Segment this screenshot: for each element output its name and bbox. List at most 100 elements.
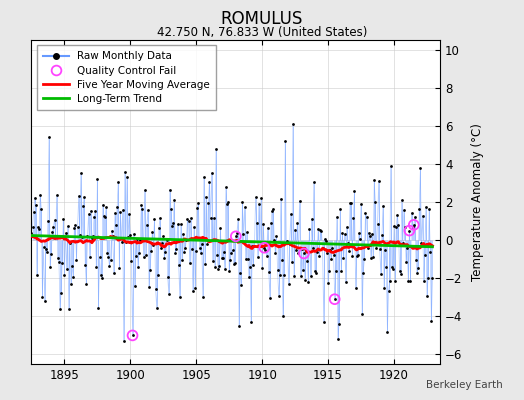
- Point: [322, 238, 330, 245]
- Point: [112, 222, 120, 228]
- Point: [242, 256, 250, 262]
- Point: [217, 255, 226, 261]
- Point: [40, 298, 49, 304]
- Point: [232, 233, 240, 240]
- Point: [203, 241, 211, 247]
- Point: [364, 245, 372, 252]
- Point: [344, 239, 352, 246]
- Point: [204, 200, 213, 206]
- Point: [412, 256, 420, 263]
- Point: [243, 229, 251, 235]
- Point: [308, 216, 316, 222]
- Point: [416, 164, 424, 171]
- Point: [46, 264, 54, 270]
- Point: [26, 190, 35, 196]
- Point: [257, 195, 265, 202]
- Point: [168, 222, 176, 229]
- Point: [332, 268, 340, 275]
- Point: [49, 224, 58, 230]
- Point: [108, 233, 117, 240]
- Point: [380, 285, 388, 292]
- Point: [173, 221, 182, 228]
- Point: [188, 246, 196, 252]
- Point: [365, 230, 373, 236]
- Point: [107, 228, 116, 234]
- Point: [94, 304, 103, 311]
- Point: [285, 281, 293, 288]
- Point: [162, 237, 171, 243]
- Point: [286, 240, 294, 247]
- Point: [342, 279, 350, 285]
- Point: [238, 199, 247, 205]
- Point: [360, 256, 368, 263]
- Point: [20, 238, 29, 245]
- Point: [267, 220, 275, 226]
- Point: [269, 205, 277, 212]
- Point: [376, 246, 384, 253]
- Point: [114, 179, 123, 186]
- Point: [314, 226, 322, 232]
- Point: [86, 208, 95, 214]
- Point: [259, 220, 267, 227]
- Point: [182, 237, 191, 244]
- Point: [371, 199, 379, 206]
- Point: [161, 249, 170, 255]
- Point: [183, 216, 192, 222]
- Point: [347, 200, 355, 206]
- Point: [150, 215, 159, 222]
- Point: [163, 274, 172, 280]
- Point: [260, 244, 269, 251]
- Point: [278, 257, 286, 263]
- Point: [352, 284, 360, 291]
- Point: [127, 258, 136, 264]
- Point: [45, 134, 53, 140]
- Point: [393, 212, 401, 218]
- Point: [121, 169, 129, 175]
- Point: [234, 216, 242, 222]
- Point: [73, 224, 82, 230]
- Point: [38, 294, 47, 300]
- Point: [377, 270, 385, 277]
- Point: [409, 224, 417, 230]
- Point: [339, 254, 347, 261]
- Point: [118, 207, 127, 214]
- Point: [200, 174, 208, 180]
- Point: [128, 332, 137, 339]
- Point: [318, 228, 326, 235]
- Point: [375, 178, 383, 185]
- Point: [382, 264, 390, 270]
- Point: [143, 222, 151, 228]
- Point: [421, 252, 429, 258]
- Point: [228, 247, 237, 253]
- Point: [366, 233, 374, 240]
- Point: [248, 243, 256, 250]
- Point: [42, 249, 51, 256]
- Point: [260, 244, 269, 251]
- Point: [233, 230, 241, 236]
- Point: [199, 294, 207, 300]
- Point: [67, 280, 75, 287]
- Point: [384, 288, 392, 294]
- Point: [270, 236, 278, 243]
- Point: [363, 214, 371, 220]
- Point: [415, 206, 423, 212]
- Point: [237, 281, 245, 288]
- Point: [177, 221, 185, 228]
- Point: [212, 146, 220, 152]
- Point: [311, 267, 319, 274]
- Point: [62, 266, 71, 272]
- Point: [115, 265, 124, 272]
- Point: [417, 240, 425, 246]
- Point: [48, 229, 57, 236]
- Point: [59, 216, 68, 222]
- Point: [300, 250, 308, 257]
- Point: [355, 230, 363, 236]
- Point: [189, 288, 197, 294]
- Point: [85, 254, 94, 260]
- Point: [298, 246, 306, 252]
- Point: [274, 266, 282, 273]
- Point: [221, 266, 229, 272]
- Point: [220, 249, 228, 256]
- Point: [252, 194, 260, 200]
- Point: [356, 236, 364, 242]
